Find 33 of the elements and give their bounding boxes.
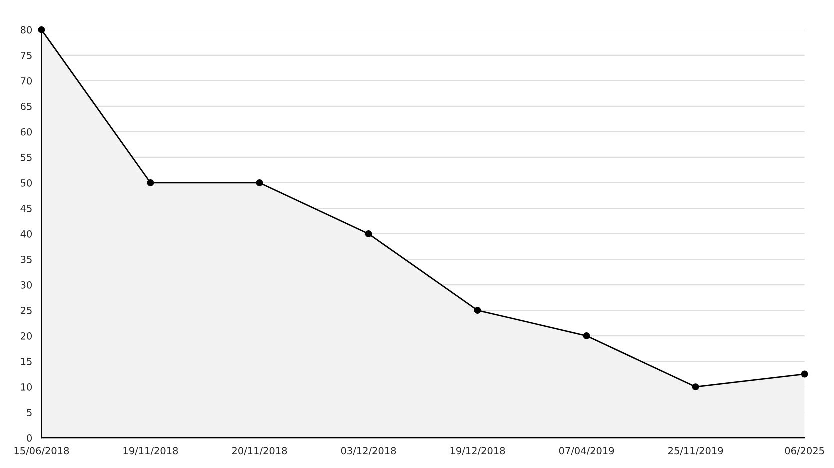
y-tick-label: 20 bbox=[21, 332, 32, 340]
y-tick-label: 0 bbox=[27, 434, 32, 442]
point bbox=[147, 180, 154, 186]
y-tick-label: 60 bbox=[20, 128, 32, 136]
point bbox=[256, 180, 264, 186]
x-tick-label: 06/2025 bbox=[785, 447, 824, 456]
x-tick-label: 15/06/2018 bbox=[14, 447, 70, 456]
point bbox=[38, 26, 46, 34]
y-tick-label: 65 bbox=[20, 102, 32, 110]
point bbox=[801, 370, 808, 378]
y-tick-label: 50 bbox=[21, 179, 32, 187]
x-tick-label: 07/04/2019 bbox=[559, 447, 614, 456]
y-tick-label: 30 bbox=[21, 281, 32, 289]
y-tick-label: 5 bbox=[27, 409, 32, 416]
point bbox=[583, 332, 590, 340]
point bbox=[692, 384, 700, 391]
x-tick-label: 19/11/2018 bbox=[124, 447, 178, 456]
y-tick-label: 70 bbox=[21, 77, 32, 85]
point bbox=[474, 307, 482, 314]
y-tick-label: 75 bbox=[21, 52, 32, 60]
y-tick-label: 35 bbox=[21, 256, 32, 264]
x-tick-label: 20/11/2018 bbox=[232, 447, 288, 456]
point bbox=[365, 230, 372, 238]
x-tick-label: 19/12/2018 bbox=[450, 447, 506, 456]
y-tick-label: 25 bbox=[21, 306, 32, 314]
y-tick-label: 45 bbox=[20, 205, 32, 212]
y-tick-label: 55 bbox=[21, 154, 32, 162]
x-tick-label: 25/11/2019 bbox=[668, 447, 724, 456]
y-tick-label: 40 bbox=[20, 230, 32, 238]
x-tick-label: 03/12/2018 bbox=[341, 447, 396, 456]
y-tick-label: 10 bbox=[21, 384, 32, 391]
y-tick-label: 80 bbox=[20, 26, 32, 34]
y-tick-label: 15 bbox=[21, 358, 32, 366]
